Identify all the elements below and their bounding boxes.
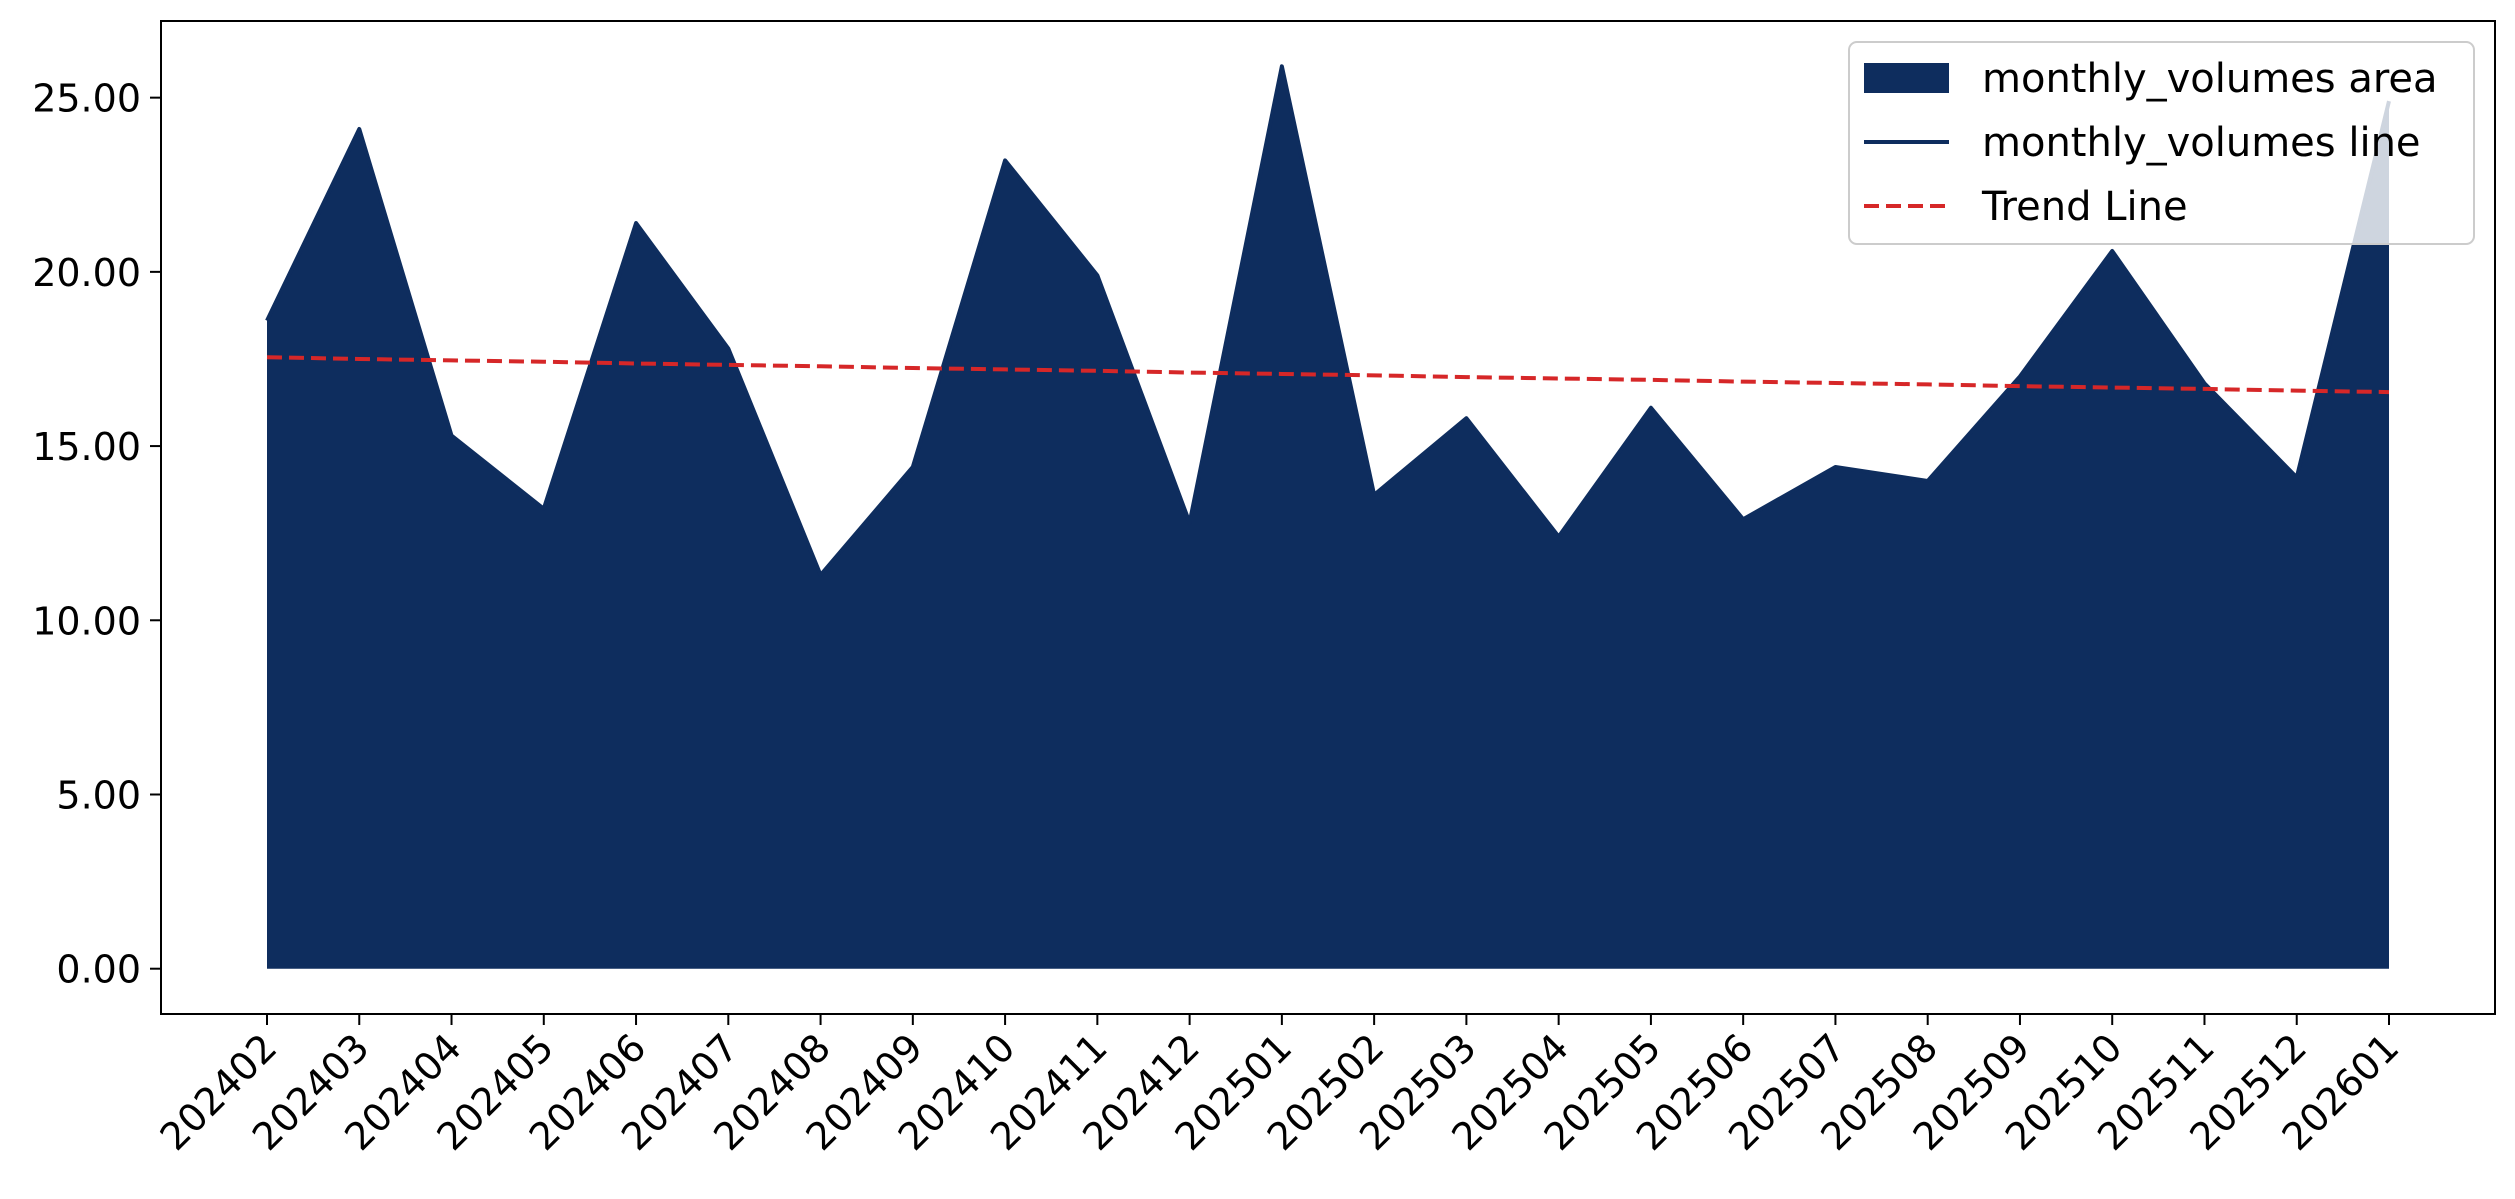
series-line-monthly-volumes (265, 64, 2391, 577)
series-trend-line (266, 355, 2390, 395)
legend: monthly_volumes area monthly_volumes line… (1848, 41, 2475, 245)
y-tick-label: 0.00 (56, 948, 141, 992)
legend-swatch-area (1864, 63, 1949, 93)
x-axis: 2024022024032024042024052024062024072024… (152, 1014, 2407, 1159)
legend-label: Trend Line (1981, 184, 2188, 230)
series-area-monthly-volumes (267, 66, 2389, 969)
y-tick-label: 5.00 (56, 773, 141, 817)
y-axis: 0.00 5.00 10.00 15.00 20.00 25.00 (32, 77, 161, 992)
legend-label: monthly_volumes line (1982, 120, 2421, 166)
legend-label: monthly_volumes area (1982, 56, 2438, 102)
y-tick-label: 15.00 (32, 425, 141, 469)
axes-frame (160, 20, 2496, 1015)
y-tick-label: 20.00 (32, 251, 141, 295)
legend-box (1848, 41, 2475, 245)
plot-area (265, 64, 2391, 969)
y-tick-label: 25.00 (32, 77, 141, 121)
y-tick-label: 10.00 (32, 599, 141, 643)
